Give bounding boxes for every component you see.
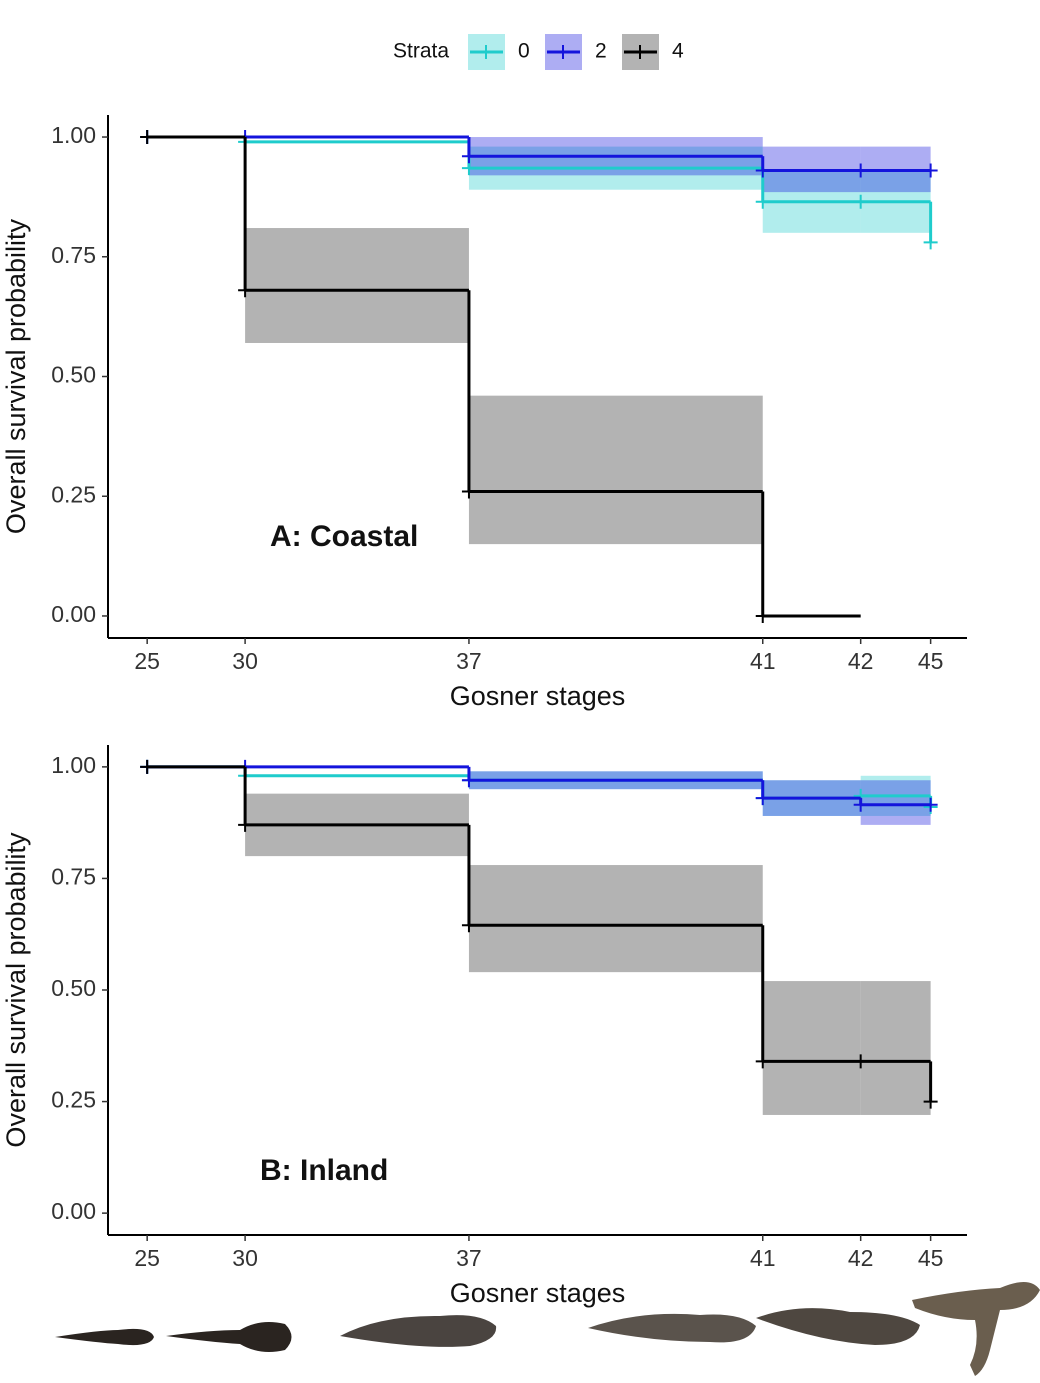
x-axis-label: Gosner stages [450,681,626,711]
y-tick-label: 1.00 [51,122,96,148]
x-axis-label: Gosner stages [450,1278,626,1308]
censor-mark [923,797,938,812]
censor-mark [238,817,253,832]
censor-mark [140,130,155,145]
censor-mark [923,235,938,250]
tadpole [166,1322,292,1352]
x-tick-label: 42 [848,1245,874,1271]
legend-plus [556,45,570,59]
censor-mark [238,283,253,298]
frog [912,1281,1040,1376]
legend-label: 4 [672,40,684,63]
x-tick-label: 45 [918,648,944,674]
censor-mark [853,194,868,209]
y-tick-label: 0.00 [51,601,96,627]
confidence-band [762,981,861,1115]
tadpole-photos [55,1281,1040,1376]
y-tick-label: 0.00 [51,1198,96,1224]
x-tick-label: 25 [134,1245,160,1271]
censor-mark [140,759,155,774]
y-tick-label: 0.75 [51,242,96,268]
y-tick-label: 0.50 [51,362,96,388]
legend-title: Strata [393,40,449,63]
tadpole [588,1313,756,1343]
censor-mark [853,163,868,178]
x-tick-label: 30 [232,648,258,674]
censor-mark [755,1054,770,1069]
y-axis-label: Overall survival probability [1,832,31,1148]
censor-mark [461,773,476,788]
censor-mark [461,149,476,164]
y-tick-label: 0.25 [51,1087,96,1113]
censor-mark [755,608,770,623]
x-tick-label: 41 [750,648,776,674]
confidence-band [860,981,931,1115]
legend-label: 2 [595,40,607,63]
legend-plus [633,45,647,59]
censor-mark [755,194,770,209]
censor-mark [461,918,476,933]
legend-plus [479,45,493,59]
censor-mark [461,484,476,499]
y-tick-label: 0.75 [51,864,96,890]
censor-mark [853,1054,868,1069]
x-tick-label: 45 [918,1245,944,1271]
y-tick-label: 0.50 [51,975,96,1001]
censor-mark [755,163,770,178]
y-axis-label: Overall survival probability [1,218,31,534]
confidence-band [860,780,931,825]
tadpole [55,1328,154,1346]
censor-mark [923,1094,938,1109]
censor-mark [923,163,938,178]
x-tick-label: 25 [134,648,160,674]
tadpole [340,1315,497,1347]
confidence-band [245,228,469,343]
censor-mark [853,797,868,812]
x-tick-label: 42 [848,648,874,674]
panel-title: A: Coastal [270,520,418,553]
x-tick-label: 37 [456,648,482,674]
censor-mark [461,161,476,176]
y-tick-label: 1.00 [51,752,96,778]
panel-title: B: Inland [260,1154,388,1187]
x-tick-label: 37 [456,1245,482,1271]
confidence-band [468,395,763,545]
confidence-band [468,865,763,973]
legend-label: 0 [518,40,530,63]
x-tick-label: 41 [750,1245,776,1271]
y-tick-label: 0.25 [51,481,96,507]
froglet [756,1308,920,1345]
censor-mark [755,791,770,806]
x-tick-label: 30 [232,1245,258,1271]
